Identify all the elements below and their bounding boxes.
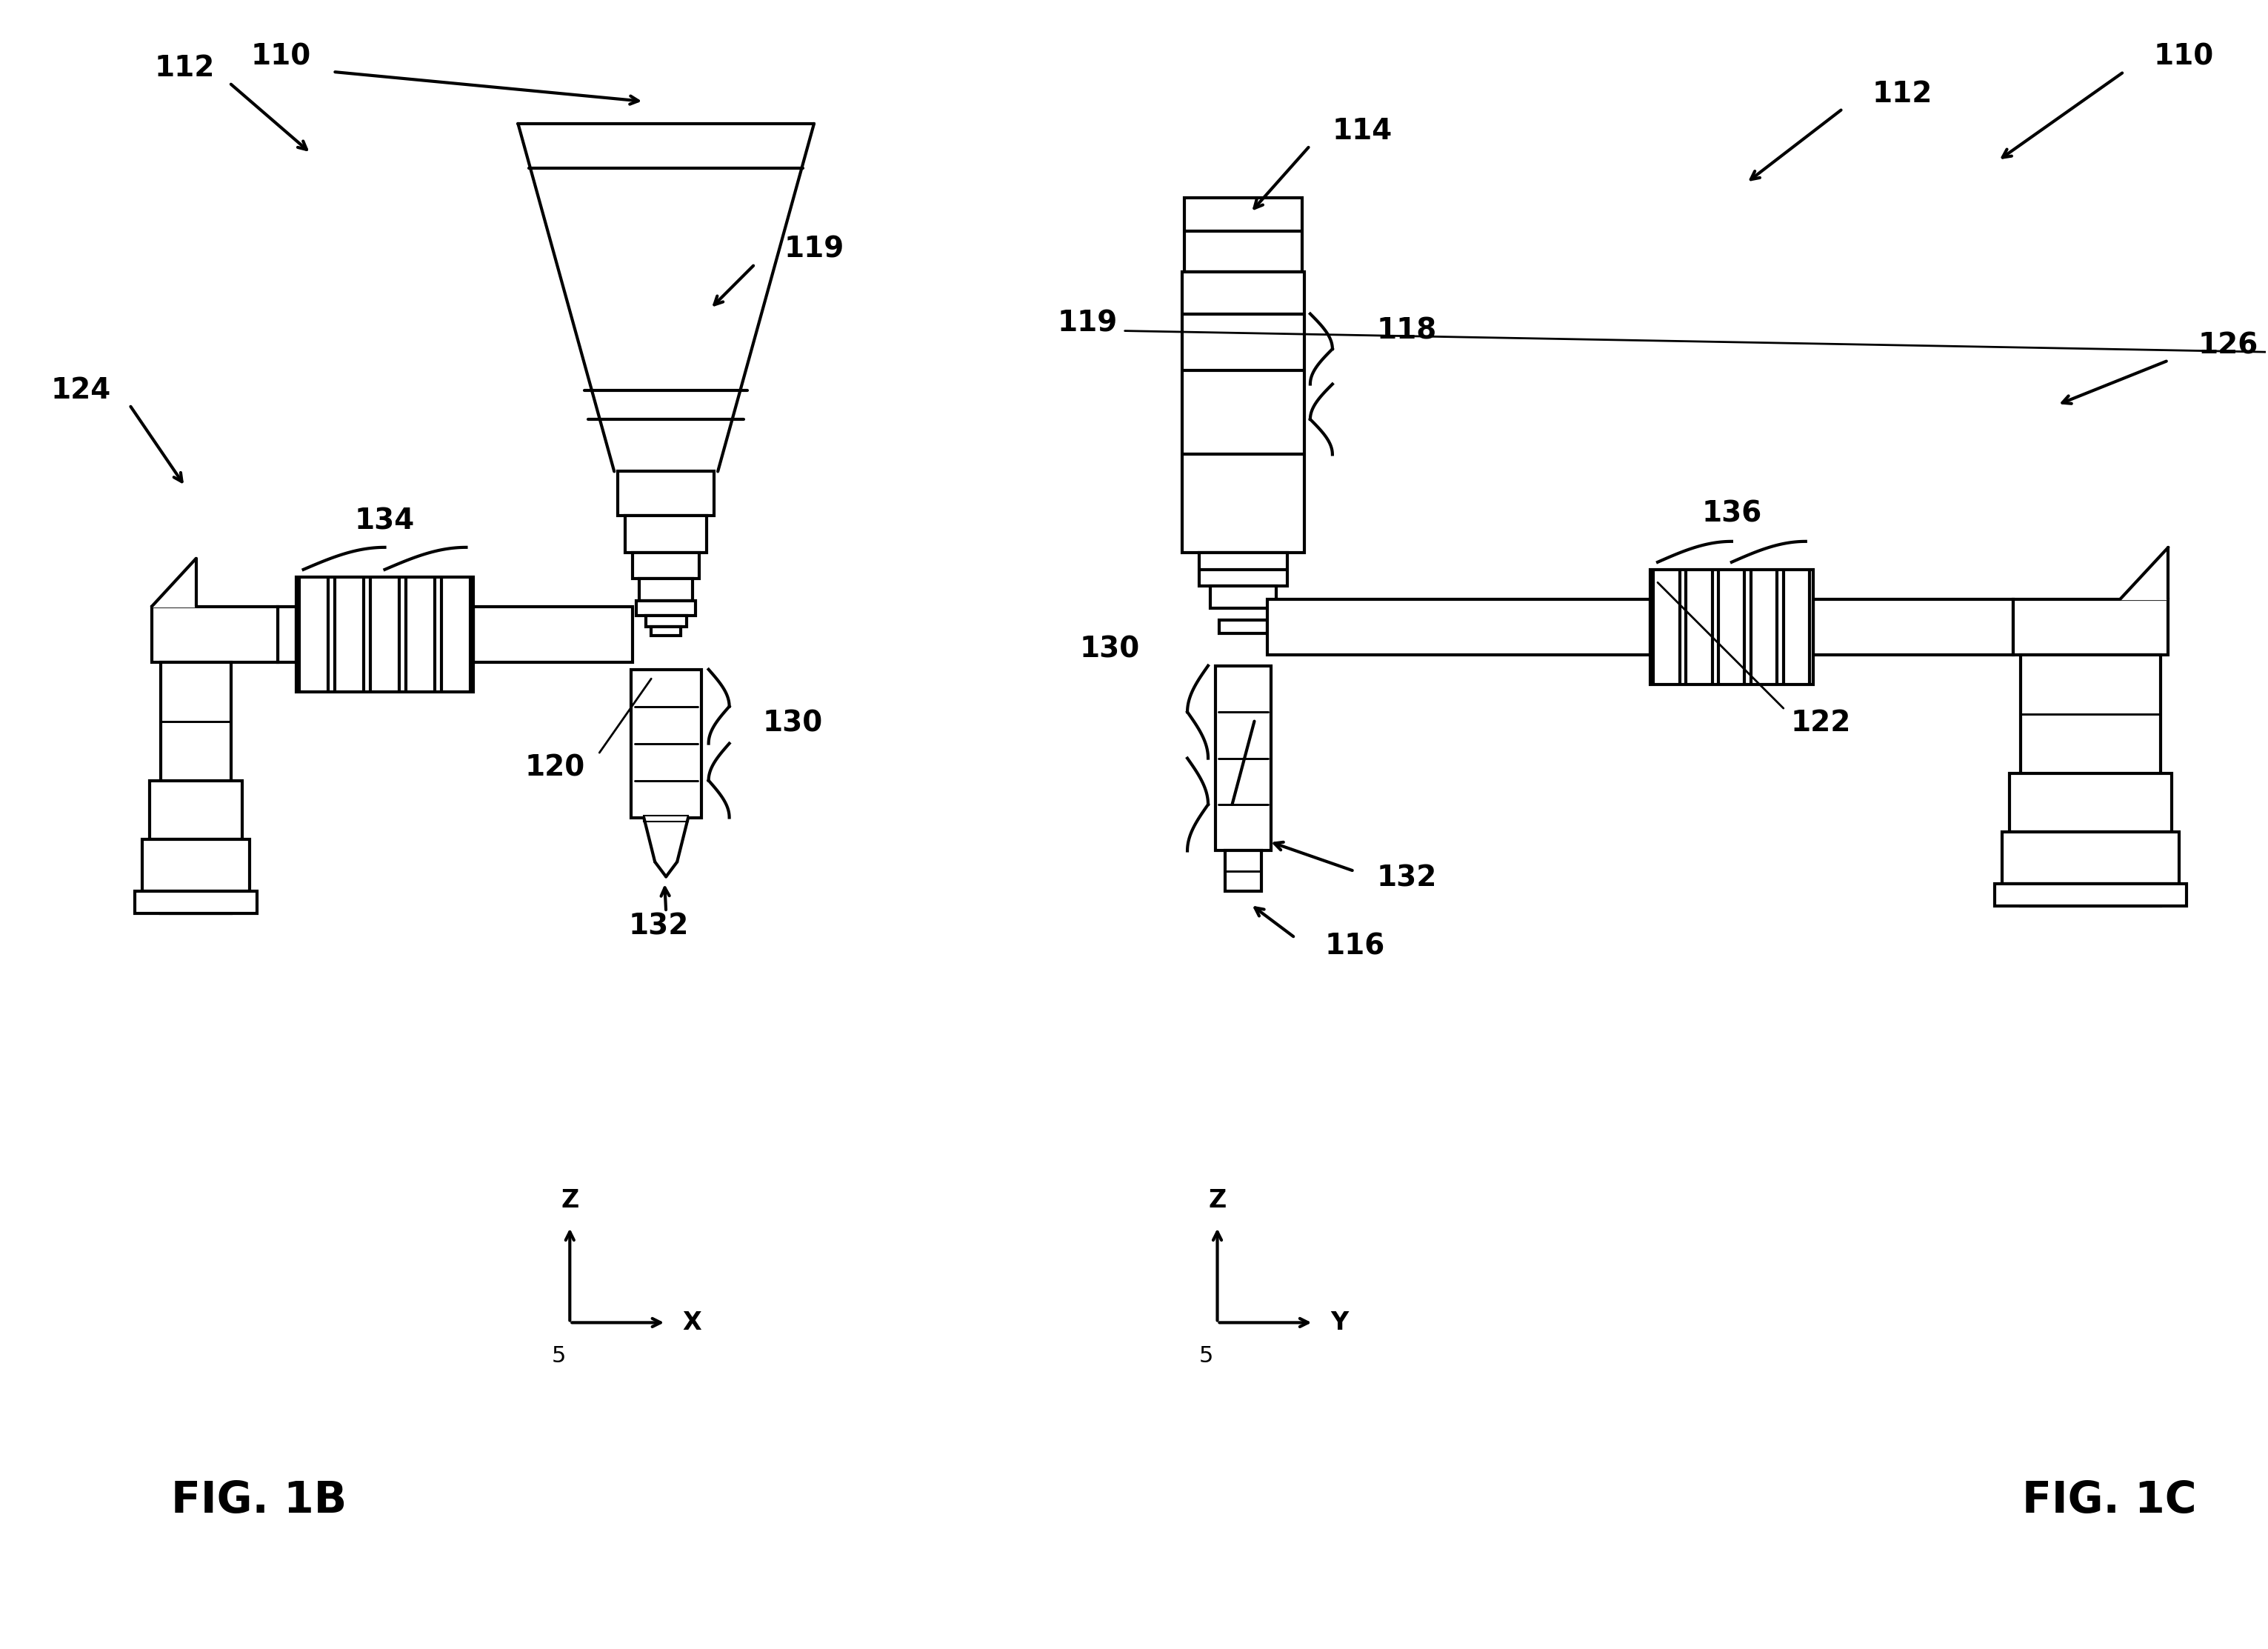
Bar — [474, 607, 633, 661]
Bar — [644, 815, 687, 821]
Bar — [1200, 552, 1288, 585]
Bar — [651, 627, 680, 637]
Polygon shape — [2121, 547, 2168, 599]
Text: 130: 130 — [1080, 635, 1139, 663]
Bar — [1268, 599, 1651, 655]
Bar — [1225, 851, 1261, 892]
Text: 132: 132 — [628, 912, 689, 940]
Text: Z: Z — [560, 1189, 578, 1212]
Text: Y: Y — [1331, 1311, 1349, 1334]
Bar — [134, 892, 256, 914]
Text: 5: 5 — [551, 1346, 567, 1367]
Bar — [640, 579, 692, 600]
Text: 110: 110 — [252, 43, 311, 71]
Bar — [626, 516, 708, 552]
Text: 110: 110 — [2155, 43, 2214, 71]
Bar — [1812, 599, 2014, 655]
Text: FIG. 1C: FIG. 1C — [2021, 1479, 2195, 1522]
Text: 124: 124 — [50, 376, 111, 404]
Bar — [2014, 599, 2168, 655]
Text: 130: 130 — [762, 709, 823, 737]
Text: 126: 126 — [2198, 331, 2259, 359]
Bar — [277, 607, 297, 661]
Text: 120: 120 — [524, 754, 585, 782]
Text: 134: 134 — [354, 508, 415, 536]
Bar — [161, 661, 231, 914]
Bar — [143, 839, 249, 892]
Text: 119: 119 — [785, 236, 844, 264]
Bar — [1216, 666, 1270, 851]
Text: 112: 112 — [1873, 79, 1932, 109]
Text: 118: 118 — [1377, 317, 1436, 345]
Bar — [1209, 585, 1277, 608]
Text: 114: 114 — [1331, 117, 1393, 145]
Bar — [1220, 620, 1268, 633]
Text: 116: 116 — [1325, 933, 1386, 961]
Bar — [1994, 884, 2186, 907]
Bar — [633, 552, 699, 579]
Bar — [1182, 272, 1304, 552]
Bar — [1651, 569, 1812, 684]
Bar — [2003, 833, 2180, 884]
Text: 136: 136 — [1701, 500, 1762, 528]
Text: Z: Z — [1209, 1189, 1227, 1212]
Text: 119: 119 — [1057, 310, 1118, 338]
Bar — [617, 472, 714, 516]
Bar — [297, 577, 474, 691]
Text: 132: 132 — [1377, 864, 1436, 892]
Text: X: X — [683, 1311, 701, 1334]
Text: 5: 5 — [1200, 1346, 1213, 1367]
Text: FIG. 1B: FIG. 1B — [170, 1479, 347, 1522]
Bar — [152, 607, 277, 661]
Polygon shape — [152, 559, 195, 607]
Bar — [2009, 773, 2173, 833]
Bar — [150, 780, 243, 839]
Bar — [631, 669, 701, 818]
Text: 122: 122 — [1792, 709, 1851, 737]
Bar — [637, 600, 696, 615]
Bar — [2021, 655, 2161, 907]
Text: 112: 112 — [154, 54, 215, 82]
Bar — [1184, 198, 1302, 272]
Bar — [646, 615, 687, 627]
